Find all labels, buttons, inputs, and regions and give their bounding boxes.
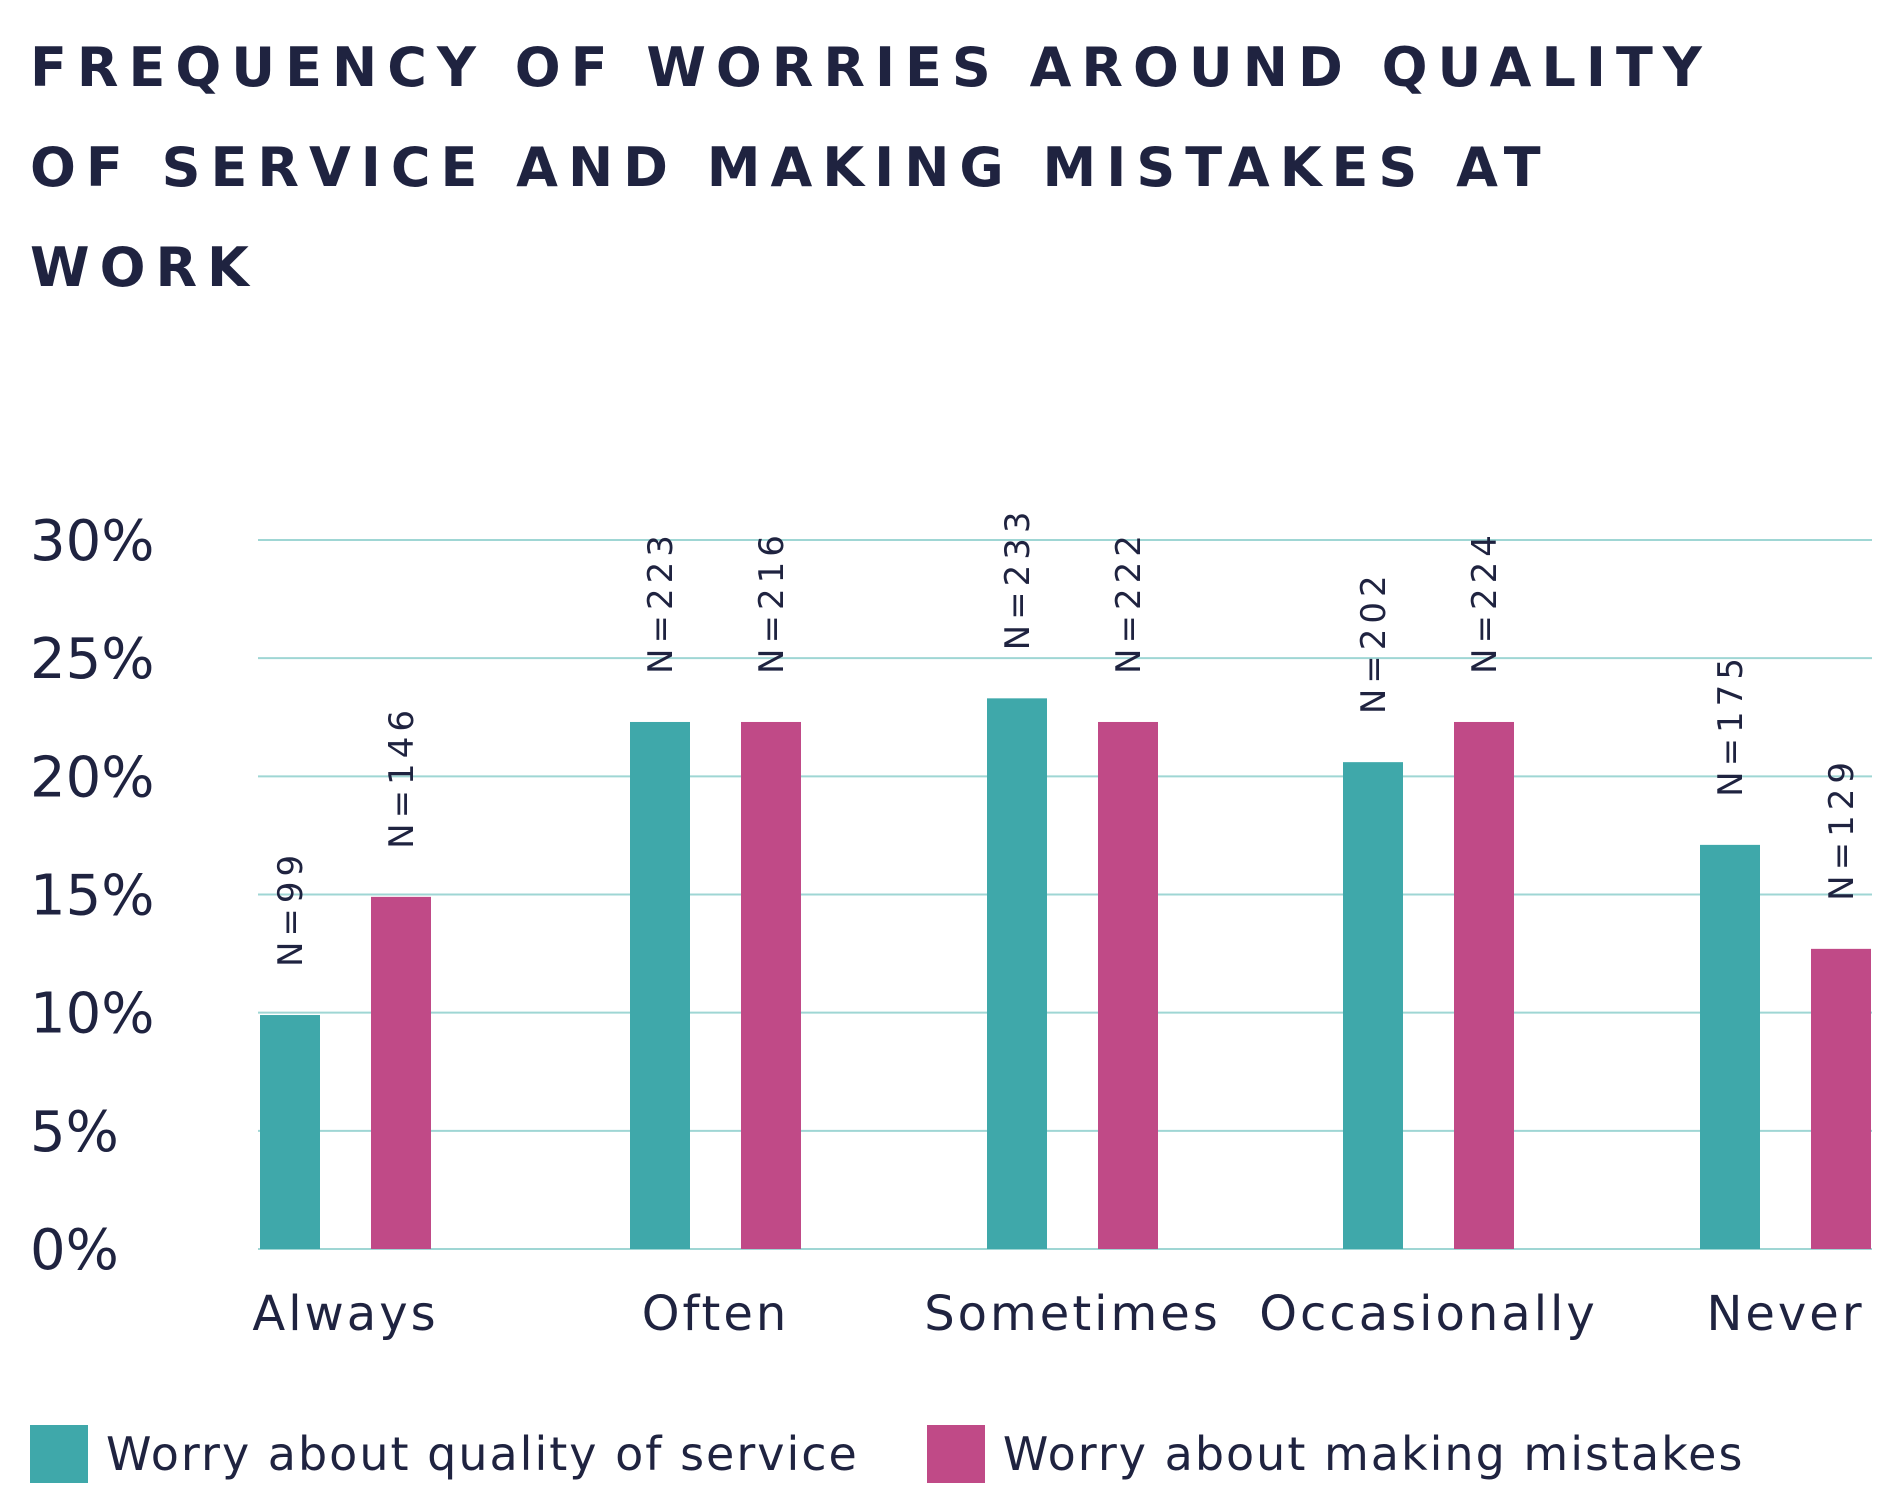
y-tick-label-15: 15%: [30, 864, 154, 929]
data-label-sometimes-worry-about-making-mistakes: N=222: [1109, 530, 1149, 674]
y-tick-label-0: 0%: [30, 1218, 119, 1283]
bar-never-worry-about-making-mistakes: [1811, 948, 1871, 1249]
bar-chart: 0%5%10%15%20%25%30% N=99N=223 N=233 N=202N…: [30, 507, 1872, 1342]
legend: Worry about quality of service Worry abo…: [30, 1425, 1812, 1483]
legend-swatch-making-mistakes: [926, 1425, 985, 1483]
y-tick-label-5: 5%: [30, 1100, 119, 1165]
bar-occasionally-worry-about-making-mistakes: [1454, 721, 1514, 1249]
y-axis-tick-labels: 0% 5% 10% 15% 20% 25% 30%: [30, 509, 154, 1283]
data-label-never-worry-about-quality-of-service: N=175: [1711, 653, 1751, 797]
bars: [260, 698, 1871, 1249]
x-axis-tick-labels: Always Often Sometimes Occasionally Never: [252, 1286, 1864, 1342]
data-label-occasionally-worry-about-making-mistakes: N=224: [1465, 530, 1505, 674]
data-label-occasionally-worry-about-quality-of-service: N=202: [1354, 570, 1394, 714]
bar-occasionally-worry-about-quality-of-service: [1343, 762, 1403, 1249]
bar-often-worry-about-quality-of-service: [630, 721, 690, 1249]
legend-label-quality-of-service: Worry about quality of service: [106, 1427, 859, 1481]
bar-always-worry-about-making-mistakes: [371, 896, 431, 1249]
bar-often-worry-about-making-mistakes: [741, 721, 801, 1249]
data-labels: N=99 N=223 N=233 N=202 N=175 N=146 N=216 N=222 N…: [271, 507, 1862, 968]
x-tick-label-never: Never: [1706, 1286, 1864, 1342]
data-label-often-worry-about-quality-of-service: N=223: [641, 530, 681, 674]
bar-sometimes-worry-about-quality-of-service: [987, 698, 1047, 1249]
x-tick-label-occasionally: Occasionally: [1259, 1286, 1598, 1342]
legend-item-quality-of-service: Worry about quality of service: [30, 1425, 859, 1483]
data-label-sometimes-worry-about-quality-of-service: N=233: [998, 507, 1038, 651]
bar-sometimes-worry-about-making-mistakes: [1098, 721, 1158, 1249]
data-label-always-worry-about-making-mistakes: N=146: [382, 705, 422, 849]
y-tick-label-30: 30%: [30, 509, 154, 574]
y-tick-label-25: 25%: [30, 627, 154, 692]
gridlines: [258, 539, 1872, 1250]
legend-swatch-quality-of-service: [30, 1425, 88, 1483]
bar-never-worry-about-quality-of-service: [1700, 844, 1760, 1249]
x-tick-label-always: Always: [252, 1286, 438, 1342]
x-tick-label-sometimes: Sometimes: [924, 1286, 1221, 1342]
chart-title: FREQUENCY OF WORRIES AROUND QUALITY OF S…: [30, 36, 1712, 299]
data-label-always-worry-about-quality-of-service: N=99: [271, 850, 311, 967]
x-tick-label-often: Often: [642, 1286, 790, 1342]
data-label-often-worry-about-making-mistakes: N=216: [752, 530, 792, 674]
y-tick-label-10: 10%: [30, 982, 154, 1047]
legend-label-making-mistakes: Worry about making mistakes: [1002, 1427, 1745, 1481]
data-label-never-worry-about-making-mistakes: N=129: [1822, 757, 1862, 901]
legend-item-making-mistakes: Worry about making mistakes: [926, 1425, 1745, 1483]
y-tick-label-20: 20%: [30, 745, 154, 810]
bar-always-worry-about-quality-of-service: [260, 1015, 320, 1249]
